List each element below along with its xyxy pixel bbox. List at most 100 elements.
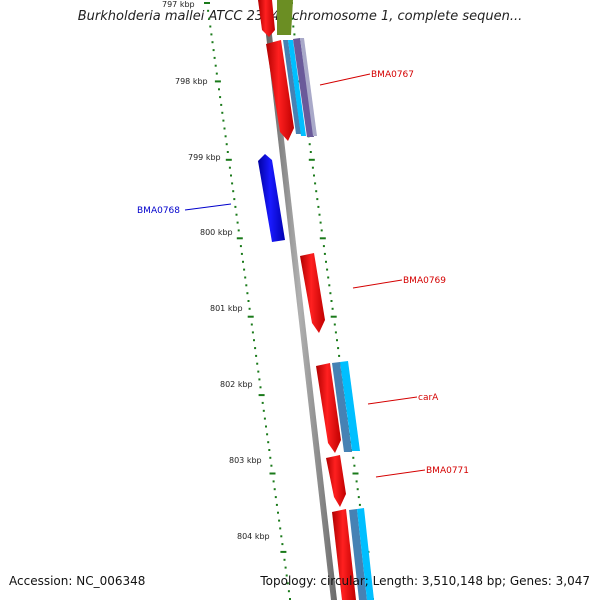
track-dot	[214, 64, 217, 67]
track-dot	[285, 574, 288, 577]
gene-feature-bma0768	[258, 154, 285, 242]
track-dot	[233, 198, 236, 201]
track-dot	[207, 9, 210, 12]
track-dot	[237, 229, 240, 232]
track-dot	[327, 276, 330, 279]
track-dot	[329, 292, 332, 295]
track-dot	[245, 284, 248, 287]
track-dot	[273, 488, 276, 491]
track-dot	[246, 292, 249, 295]
gene-label-bma0771: BMA0771	[426, 466, 469, 476]
track-dot	[224, 135, 227, 138]
track-dot	[259, 386, 262, 389]
track-dot	[269, 472, 276, 475]
track-dot	[336, 339, 338, 342]
track-dot	[331, 307, 334, 310]
track-dot	[270, 464, 273, 467]
tick-label: 802 kbp	[220, 380, 253, 389]
gene-label-bma0767: BMA0767	[371, 70, 414, 80]
gene-feature-bma0771	[326, 455, 346, 507]
track-dot	[261, 401, 264, 404]
map-title: Burkholderia mallei ATCC 23344 chromosom…	[77, 9, 523, 24]
genome-summary-text: Topology: circular; Length: 3,510,148 bp…	[260, 574, 590, 588]
track-dot	[319, 221, 322, 224]
track-dot	[225, 158, 232, 161]
track-dot	[210, 33, 213, 36]
track-dot	[235, 213, 238, 216]
track-dot	[215, 72, 218, 75]
track-dot	[333, 323, 336, 326]
track-dot	[247, 315, 254, 318]
track-dot	[262, 409, 265, 412]
track-dot	[208, 17, 211, 20]
track-dot	[251, 331, 254, 334]
gene-feature-bma0767	[266, 40, 294, 141]
tick-label: 804 kbp	[237, 532, 270, 541]
track-dot	[258, 378, 261, 381]
track-dot	[256, 362, 259, 365]
leader-line-bma0767	[319, 73, 371, 86]
track-dot	[358, 503, 361, 506]
gene-labels: BMA0767 BMA0768 BMA0769 carA BMA0771	[137, 70, 469, 478]
track-dot	[328, 284, 331, 287]
track-dot	[279, 527, 282, 530]
track-dot	[255, 354, 258, 357]
track-dot	[313, 174, 315, 177]
track-dot	[314, 182, 317, 185]
track-dot	[253, 339, 255, 342]
track-dot	[280, 535, 283, 538]
track-dot	[291, 17, 294, 20]
track-dot	[325, 260, 327, 263]
gene-feature-bottom-red	[332, 509, 356, 600]
track-dot	[239, 245, 242, 248]
track-dot	[223, 127, 226, 130]
track-dot	[248, 307, 251, 310]
track-dot	[286, 582, 289, 585]
track-dot	[236, 221, 239, 224]
track-dot	[278, 519, 281, 522]
track-dot	[266, 433, 269, 436]
kbp-tick-labels: 797 kbp 798 kbp 799 kbp 800 kbp 801 kbp …	[162, 0, 270, 541]
track-dot	[308, 158, 315, 161]
gene-feature-olive	[277, 0, 293, 35]
track-dot	[326, 268, 329, 271]
leader-line-bma0769	[352, 279, 403, 289]
track-dot	[211, 41, 214, 44]
gene-feature-top-red	[258, 0, 275, 37]
track-dot	[254, 347, 257, 350]
track-dot	[268, 449, 271, 451]
tick-label: 801 kbp	[210, 304, 243, 313]
rna-feature-blue-2	[332, 362, 352, 452]
track-dot	[226, 151, 229, 153]
chromosome-backbone	[262, 0, 337, 600]
track-dot	[353, 464, 356, 467]
track-dot	[284, 566, 287, 569]
rna-feature-cyan-3	[357, 508, 374, 600]
track-dot	[317, 205, 320, 208]
tick-label: 798 kbp	[175, 77, 208, 86]
track-dot	[309, 151, 312, 153]
track-dot	[338, 354, 341, 357]
track-dot	[242, 260, 244, 263]
rna-feature-blue-3	[349, 509, 367, 600]
leader-line-bma0771	[375, 469, 426, 478]
track-dot	[277, 511, 279, 514]
track-dot	[322, 245, 325, 248]
rna-feature-blue	[283, 40, 301, 134]
track-dot	[337, 347, 340, 350]
gene-label-bma0768: BMA0768	[137, 206, 180, 216]
track-dot	[234, 205, 237, 208]
track-dot	[330, 315, 337, 318]
track-dot	[274, 496, 277, 499]
track-dot	[319, 237, 326, 240]
tick-label: 797 kbp	[162, 0, 195, 9]
track-dot	[281, 543, 284, 546]
track-dot	[232, 190, 235, 193]
track-dot	[220, 103, 223, 106]
track-dot	[283, 558, 286, 561]
track-dot	[323, 252, 326, 255]
gene-feature-bma0769	[300, 253, 325, 333]
track-dot	[209, 25, 212, 28]
track-dot	[218, 88, 220, 91]
track-dot	[355, 480, 358, 483]
